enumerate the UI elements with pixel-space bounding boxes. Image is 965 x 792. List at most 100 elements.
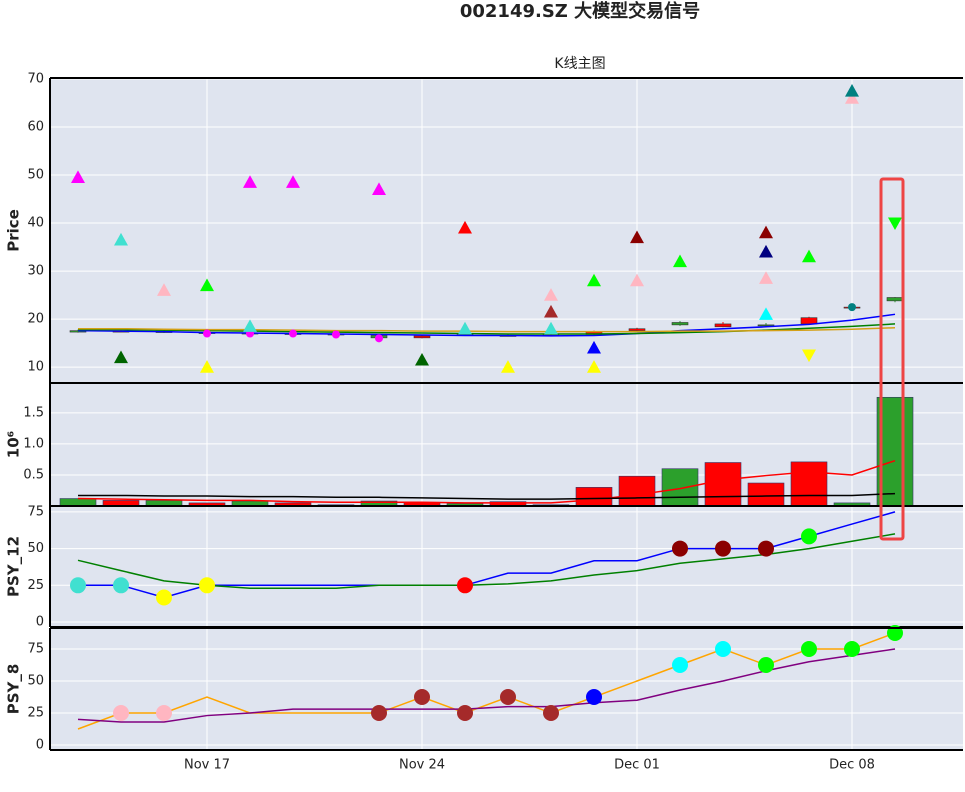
signal-marker xyxy=(375,334,383,343)
signal-marker xyxy=(715,540,731,557)
signal-marker xyxy=(113,577,129,594)
y-tick-label: 75 xyxy=(27,641,44,656)
panel-background xyxy=(50,78,963,383)
signal-marker xyxy=(243,175,257,188)
signal-marker xyxy=(587,273,601,287)
signal-marker xyxy=(544,304,558,318)
y-tick-label: 25 xyxy=(27,578,44,593)
y-axis-label: PSY_12 xyxy=(5,536,23,597)
signal-marker xyxy=(802,249,816,263)
x-tick-label: Dec 08 xyxy=(829,758,875,773)
signal-marker xyxy=(414,689,430,706)
signal-marker xyxy=(543,705,559,722)
signal-marker xyxy=(802,349,816,363)
signal-marker xyxy=(70,577,86,594)
signal-marker xyxy=(500,689,516,706)
signal-marker xyxy=(458,321,472,335)
candle-body xyxy=(757,324,775,327)
signal-marker xyxy=(157,283,171,296)
signal-marker xyxy=(672,656,688,673)
y-tick-label: 60 xyxy=(27,119,44,134)
volume-bar xyxy=(790,461,828,507)
signal-marker xyxy=(200,278,214,292)
signal-marker xyxy=(758,540,774,557)
volume-bar xyxy=(876,396,914,507)
y-tick-label: 50 xyxy=(27,541,44,556)
signal-marker xyxy=(630,273,644,287)
signal-marker xyxy=(845,83,859,97)
candle-body xyxy=(413,335,431,339)
signal-marker xyxy=(759,244,773,258)
signal-marker xyxy=(286,175,300,188)
signal-marker xyxy=(630,230,644,244)
volume-bar xyxy=(661,468,699,507)
signal-marker xyxy=(715,640,731,657)
candle-body xyxy=(714,323,732,328)
signal-marker xyxy=(544,288,558,301)
signal-marker xyxy=(759,225,773,239)
y-tick-label: 75 xyxy=(27,504,44,519)
signal-marker xyxy=(371,705,387,722)
volume-bar xyxy=(59,498,97,507)
signal-marker xyxy=(457,577,473,594)
candle-body xyxy=(671,322,689,326)
candle-body xyxy=(800,317,818,325)
signal-marker xyxy=(848,303,856,312)
signal-marker xyxy=(844,640,860,657)
y-tick-label: 0 xyxy=(36,738,44,753)
volume-bar xyxy=(747,482,785,507)
y-tick-label: 1.5 xyxy=(23,405,44,420)
candle-body xyxy=(628,328,646,331)
y-axis-label: Price xyxy=(5,209,23,252)
x-tick-label: Nov 24 xyxy=(399,758,445,773)
y-tick-label: 25 xyxy=(27,706,44,721)
signal-marker xyxy=(114,350,128,364)
volume-bar xyxy=(575,487,613,507)
x-tick-label: Dec 01 xyxy=(614,758,660,773)
volume-bar xyxy=(618,475,656,507)
y-tick-label: 50 xyxy=(27,168,44,183)
y-tick-label: 0.5 xyxy=(23,467,44,482)
signal-marker xyxy=(587,340,601,354)
signal-marker xyxy=(199,577,215,594)
y-tick-label: 10 xyxy=(27,360,44,375)
signal-marker xyxy=(673,254,687,268)
signal-marker xyxy=(457,705,473,722)
y-tick-label: 0 xyxy=(36,615,44,630)
signal-marker xyxy=(544,321,558,335)
signal-marker xyxy=(203,329,211,338)
volume-bar xyxy=(704,462,742,507)
highlight-box xyxy=(879,177,905,541)
signal-marker xyxy=(888,217,902,231)
chart-title: 002149.SZ 大模型交易信号 xyxy=(460,0,700,22)
subtitle: K线主图 xyxy=(554,56,605,72)
signal-marker xyxy=(113,705,129,722)
panel-background xyxy=(50,628,963,750)
candle-body xyxy=(886,297,904,302)
x-tick-label: Nov 17 xyxy=(184,758,230,773)
signal-marker xyxy=(332,330,340,339)
signal-marker xyxy=(801,528,817,545)
series-line xyxy=(78,492,896,500)
signal-marker xyxy=(114,232,128,246)
signal-marker xyxy=(200,360,214,373)
y-tick-label: 70 xyxy=(27,71,44,86)
signal-marker xyxy=(458,220,472,234)
signal-marker xyxy=(289,329,297,338)
signal-marker xyxy=(758,656,774,673)
signal-marker xyxy=(372,182,386,196)
series-line xyxy=(77,459,896,504)
signal-marker xyxy=(672,540,688,557)
series-line xyxy=(77,648,896,723)
signal-marker xyxy=(587,360,601,373)
signal-marker xyxy=(156,705,172,722)
signal-marker xyxy=(845,91,859,104)
signal-marker xyxy=(156,589,172,606)
signal-marker xyxy=(243,319,257,332)
signal-marker xyxy=(586,689,602,706)
signal-marker xyxy=(415,352,429,366)
signal-marker xyxy=(759,271,773,284)
y-tick-label: 1.0 xyxy=(23,436,44,451)
y-axis-label: 10⁶ xyxy=(5,431,23,458)
y-tick-label: 30 xyxy=(27,264,44,279)
